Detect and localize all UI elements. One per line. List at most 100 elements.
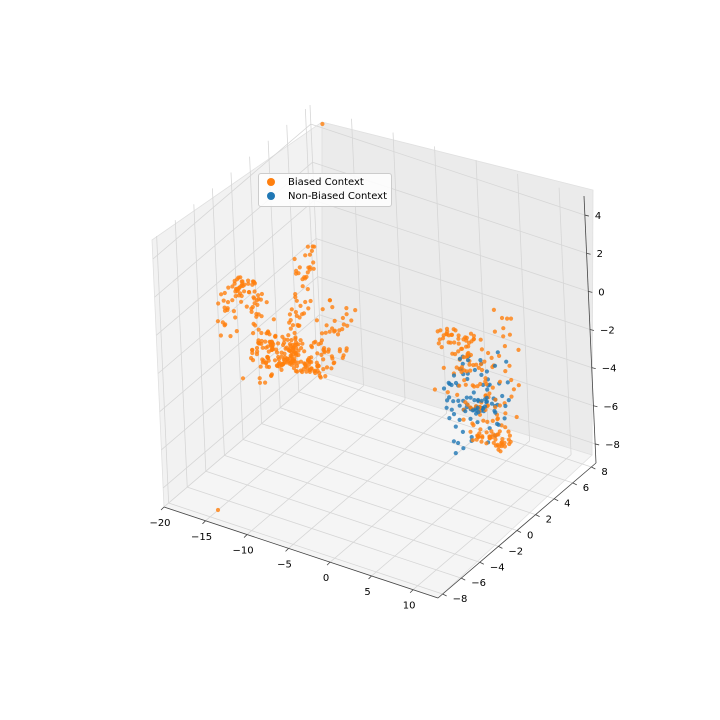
data-point-biased	[435, 329, 440, 334]
data-point-biased	[349, 318, 354, 323]
data-point-non-biased	[503, 403, 508, 409]
data-point-non-biased	[495, 350, 500, 355]
data-point-biased	[477, 431, 482, 436]
y-tick-label: 0	[527, 531, 533, 542]
data-point-biased	[489, 429, 494, 434]
data-point-biased	[324, 323, 329, 328]
data-point-non-biased	[475, 420, 480, 425]
data-point-biased	[253, 323, 258, 328]
data-point-biased	[249, 309, 254, 314]
data-point-non-biased	[471, 390, 476, 395]
data-point-biased	[460, 346, 465, 351]
data-point-biased	[301, 367, 306, 372]
data-point-biased	[299, 346, 304, 351]
data-point-biased	[221, 298, 226, 303]
data-point-biased	[455, 392, 460, 397]
data-point-non-biased	[489, 401, 494, 406]
data-point-non-biased	[479, 372, 484, 377]
data-point-non-biased	[468, 416, 473, 421]
data-point-biased	[478, 337, 483, 342]
y-tick-label: −4	[490, 562, 505, 573]
data-point-biased	[456, 333, 461, 338]
data-point-biased	[478, 427, 483, 432]
data-point-biased	[480, 434, 485, 439]
data-point-biased	[478, 362, 484, 367]
data-point-non-biased	[478, 358, 483, 363]
data-point-biased	[234, 329, 239, 334]
data-point-biased	[303, 253, 308, 258]
data-point-biased	[222, 290, 227, 296]
data-point-biased	[492, 329, 497, 334]
data-point-non-biased	[465, 358, 471, 363]
data-point-biased	[471, 333, 476, 338]
data-point-biased	[314, 360, 319, 365]
data-point-biased	[273, 334, 278, 339]
data-point-biased	[487, 436, 492, 441]
data-point-biased	[516, 347, 521, 352]
data-point-biased	[251, 331, 256, 336]
data-point-biased	[273, 347, 279, 352]
data-point-biased	[219, 292, 224, 297]
data-point-non-biased	[447, 395, 452, 400]
data-point-biased	[295, 322, 300, 328]
data-point-biased	[471, 337, 476, 342]
data-point-biased	[222, 305, 227, 310]
data-point-biased	[279, 354, 284, 359]
data-point-biased	[468, 352, 473, 358]
data-point-biased	[344, 348, 349, 353]
data-point-biased	[298, 338, 303, 343]
data-point-biased	[437, 337, 442, 342]
data-point-biased	[239, 283, 244, 288]
legend-marker-biased	[267, 178, 275, 186]
data-point-biased	[222, 308, 228, 313]
data-point-biased	[254, 352, 259, 357]
data-point-biased	[507, 363, 512, 368]
data-point-biased	[319, 352, 324, 357]
data-point-biased	[467, 362, 472, 367]
data-point-biased	[298, 303, 303, 308]
data-point-biased	[340, 327, 345, 332]
data-point-biased	[247, 290, 252, 295]
data-point-biased	[242, 289, 247, 294]
data-point-biased	[497, 353, 502, 358]
data-point-biased	[507, 433, 512, 438]
data-point-non-biased	[449, 407, 454, 412]
data-point-biased	[305, 244, 310, 249]
data-points	[215, 121, 521, 513]
data-point-biased	[285, 358, 290, 363]
data-point-non-biased	[441, 386, 447, 391]
z-tick-label: −4	[602, 364, 617, 375]
data-point-biased	[293, 292, 298, 297]
data-point-biased	[226, 285, 231, 290]
data-point-biased	[484, 430, 489, 435]
data-point-non-biased	[472, 367, 477, 373]
data-point-biased	[269, 372, 274, 377]
data-point-biased	[292, 256, 297, 262]
z-tick-label-mark	[593, 405, 598, 408]
y-tick-label-mark	[535, 514, 540, 517]
data-point-biased	[439, 345, 444, 350]
data-point-biased	[490, 418, 495, 423]
data-point-biased	[508, 439, 513, 444]
data-point-biased	[309, 345, 315, 350]
x-axis-line	[163, 506, 439, 599]
data-point-biased	[292, 359, 297, 364]
data-point-biased	[341, 322, 346, 327]
data-point-biased	[281, 340, 287, 345]
z-tick-label-mark	[591, 367, 596, 370]
data-point-non-biased	[468, 395, 473, 400]
data-point-biased	[296, 348, 301, 353]
data-point-biased	[503, 425, 508, 430]
data-point-biased	[228, 334, 233, 339]
data-point-biased	[324, 365, 330, 370]
data-point-biased	[461, 337, 466, 342]
z-tick-label-mark	[589, 329, 595, 331]
data-point-biased	[303, 299, 308, 305]
data-point-non-biased	[472, 398, 477, 403]
data-point-biased	[335, 332, 341, 337]
data-point-biased	[497, 379, 503, 384]
x-tick-label: 0	[323, 573, 329, 584]
legend: Biased Context Non-Biased Context	[258, 173, 392, 207]
gridlines	[152, 104, 596, 595]
